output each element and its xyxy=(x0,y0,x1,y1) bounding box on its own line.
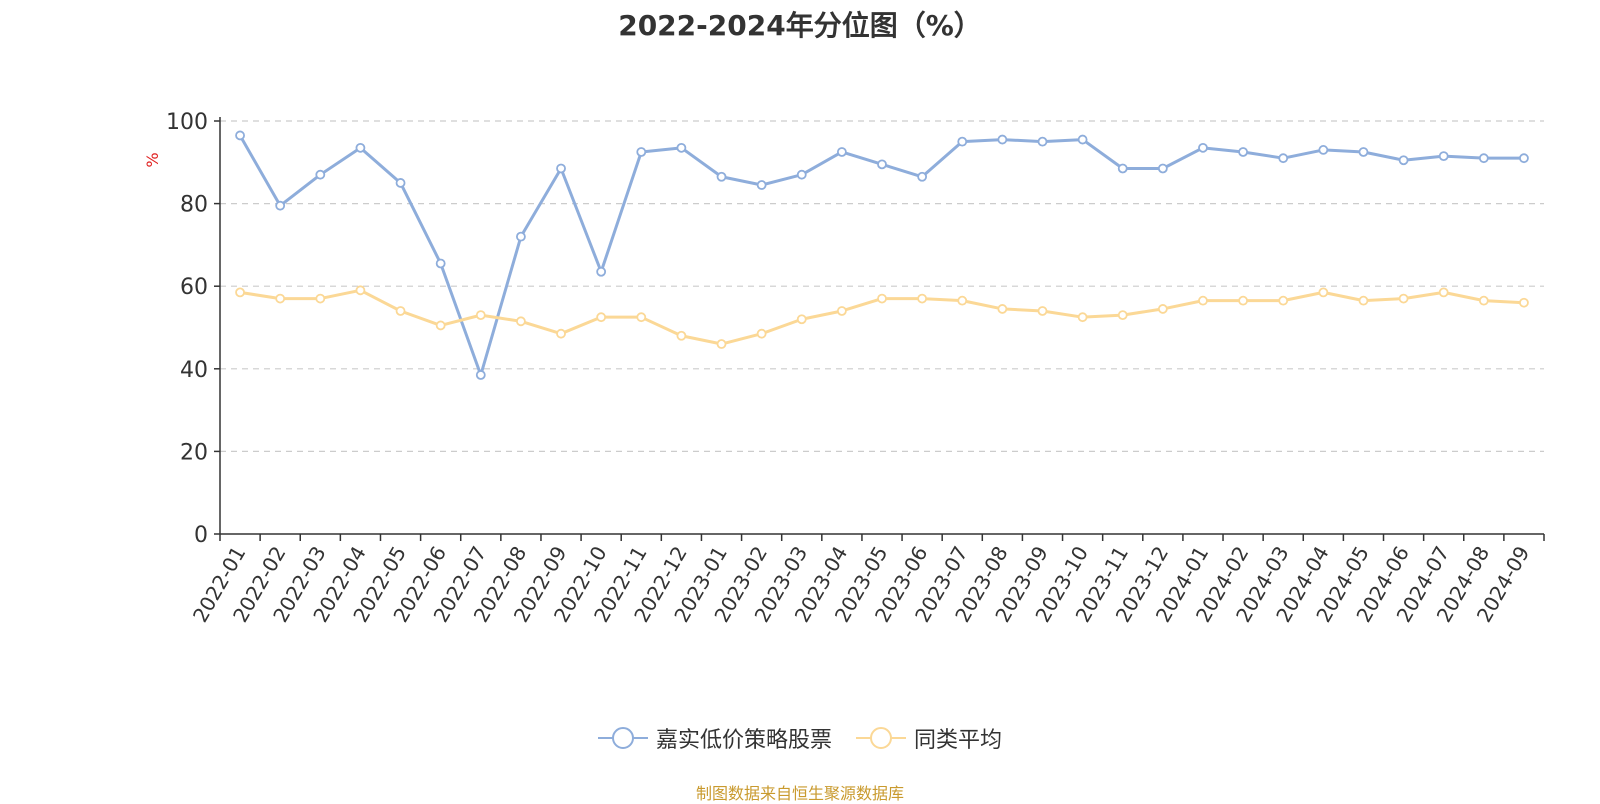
data-point-series-1[interactable] xyxy=(796,169,807,180)
data-point-series-1[interactable] xyxy=(1037,136,1048,147)
data-point-series-2[interactable] xyxy=(636,312,647,323)
data-point-series-1[interactable] xyxy=(516,231,526,242)
data-point-series-2[interactable] xyxy=(1318,287,1329,298)
grid-lines xyxy=(220,120,1544,452)
data-point-series-1[interactable] xyxy=(1398,155,1409,166)
data-point-series-1[interactable] xyxy=(1238,147,1248,157)
data-point-series-2[interactable] xyxy=(1438,287,1449,298)
data-point-series-1[interactable] xyxy=(395,178,406,188)
data-point-series-1[interactable] xyxy=(917,171,928,182)
series-line-1 xyxy=(238,134,1524,377)
data-point-series-1[interactable] xyxy=(1117,163,1128,174)
data-point-series-2[interactable] xyxy=(877,293,887,304)
data-point-series-1[interactable] xyxy=(275,200,286,211)
data-point-series-1[interactable] xyxy=(957,136,968,147)
data-point-series-2[interactable] xyxy=(1519,297,1529,308)
data-point-series-2[interactable] xyxy=(355,285,366,296)
y-tick-label: 100 xyxy=(166,110,208,135)
data-point-series-2[interactable] xyxy=(997,304,1008,314)
data-point-series-2[interactable] xyxy=(1478,295,1489,306)
data-point-series-2[interactable] xyxy=(1358,295,1369,306)
data-point-series-2[interactable] xyxy=(315,293,326,304)
data-point-series-1[interactable] xyxy=(1198,142,1208,153)
data-point-series-1[interactable] xyxy=(1519,153,1529,164)
data-point-series-1[interactable] xyxy=(1478,153,1489,164)
data-point-series-1[interactable] xyxy=(877,159,887,170)
data-point-series-1[interactable] xyxy=(1157,163,1168,174)
data-point-series-1[interactable] xyxy=(676,142,687,153)
data-point-series-2[interactable] xyxy=(1037,306,1048,316)
data-point-series-2[interactable] xyxy=(596,312,607,323)
data-point-series-2[interactable] xyxy=(1157,304,1168,314)
data-point-series-2[interactable] xyxy=(716,339,727,349)
data-point-series-1[interactable] xyxy=(1278,153,1289,164)
y-tick-label: 20 xyxy=(180,440,208,465)
y-tick-label: 40 xyxy=(180,358,208,383)
legend-label-series-2: 同类平均 xyxy=(914,728,1003,753)
legend-item-series-1[interactable]: 嘉实低价策略股票 xyxy=(597,722,832,754)
data-point-series-1[interactable] xyxy=(475,370,486,380)
legend-marker-circle-icon xyxy=(856,727,906,749)
data-point-series-2[interactable] xyxy=(1198,295,1208,306)
y-tick-label: 80 xyxy=(180,193,208,218)
data-point-series-2[interactable] xyxy=(957,295,968,306)
data-point-series-1[interactable] xyxy=(435,258,446,269)
data-point-series-1[interactable] xyxy=(596,266,607,277)
legend-label-series-1: 嘉实低价策略股票 xyxy=(655,728,832,753)
data-point-series-2[interactable] xyxy=(556,328,566,339)
chart-title: 2022-2024年分位图（%） xyxy=(618,9,982,42)
data-point-series-1[interactable] xyxy=(1438,151,1449,162)
data-point-series-2[interactable] xyxy=(435,320,446,331)
legend-marker-circle-icon xyxy=(597,727,648,749)
data-point-series-1[interactable] xyxy=(1318,145,1329,155)
series-lines xyxy=(235,130,1529,380)
axes: 0204060801002022-012022-022022-032022-04… xyxy=(166,110,1545,626)
data-point-series-2[interactable] xyxy=(516,316,526,327)
data-point-series-1[interactable] xyxy=(315,169,326,180)
data-point-series-1[interactable] xyxy=(1358,147,1369,157)
data-point-series-2[interactable] xyxy=(1398,293,1409,304)
data-point-series-2[interactable] xyxy=(235,287,245,298)
data-point-series-1[interactable] xyxy=(355,142,366,153)
y-axis-label: % xyxy=(143,152,162,167)
data-point-series-2[interactable] xyxy=(1117,310,1128,321)
data-point-series-2[interactable] xyxy=(475,310,486,321)
data-point-series-2[interactable] xyxy=(676,330,687,341)
data-point-series-2[interactable] xyxy=(836,306,847,316)
data-point-series-2[interactable] xyxy=(796,314,807,325)
data-point-series-2[interactable] xyxy=(1278,295,1289,306)
legend-item-series-2[interactable]: 同类平均 xyxy=(856,722,1002,754)
data-point-series-1[interactable] xyxy=(836,147,847,157)
legend[interactable]: 嘉实低价策略股票 同类平均 xyxy=(0,722,1600,754)
data-point-series-1[interactable] xyxy=(1077,134,1088,145)
source-note: 制图数据来自恒生聚源数据库 xyxy=(695,784,904,803)
data-point-series-1[interactable] xyxy=(556,163,566,174)
data-point-series-2[interactable] xyxy=(1238,295,1248,306)
data-point-series-1[interactable] xyxy=(636,147,647,157)
data-point-series-2[interactable] xyxy=(917,293,928,304)
data-point-series-1[interactable] xyxy=(756,180,767,190)
data-point-series-1[interactable] xyxy=(997,134,1008,145)
y-tick-label: 0 xyxy=(194,523,208,548)
data-point-series-1[interactable] xyxy=(235,130,245,141)
data-point-series-2[interactable] xyxy=(395,306,406,316)
data-point-series-2[interactable] xyxy=(756,328,767,339)
data-point-series-1[interactable] xyxy=(716,171,727,182)
y-tick-label: 60 xyxy=(180,275,208,300)
data-point-series-2[interactable] xyxy=(275,293,286,304)
data-point-series-2[interactable] xyxy=(1077,312,1088,323)
